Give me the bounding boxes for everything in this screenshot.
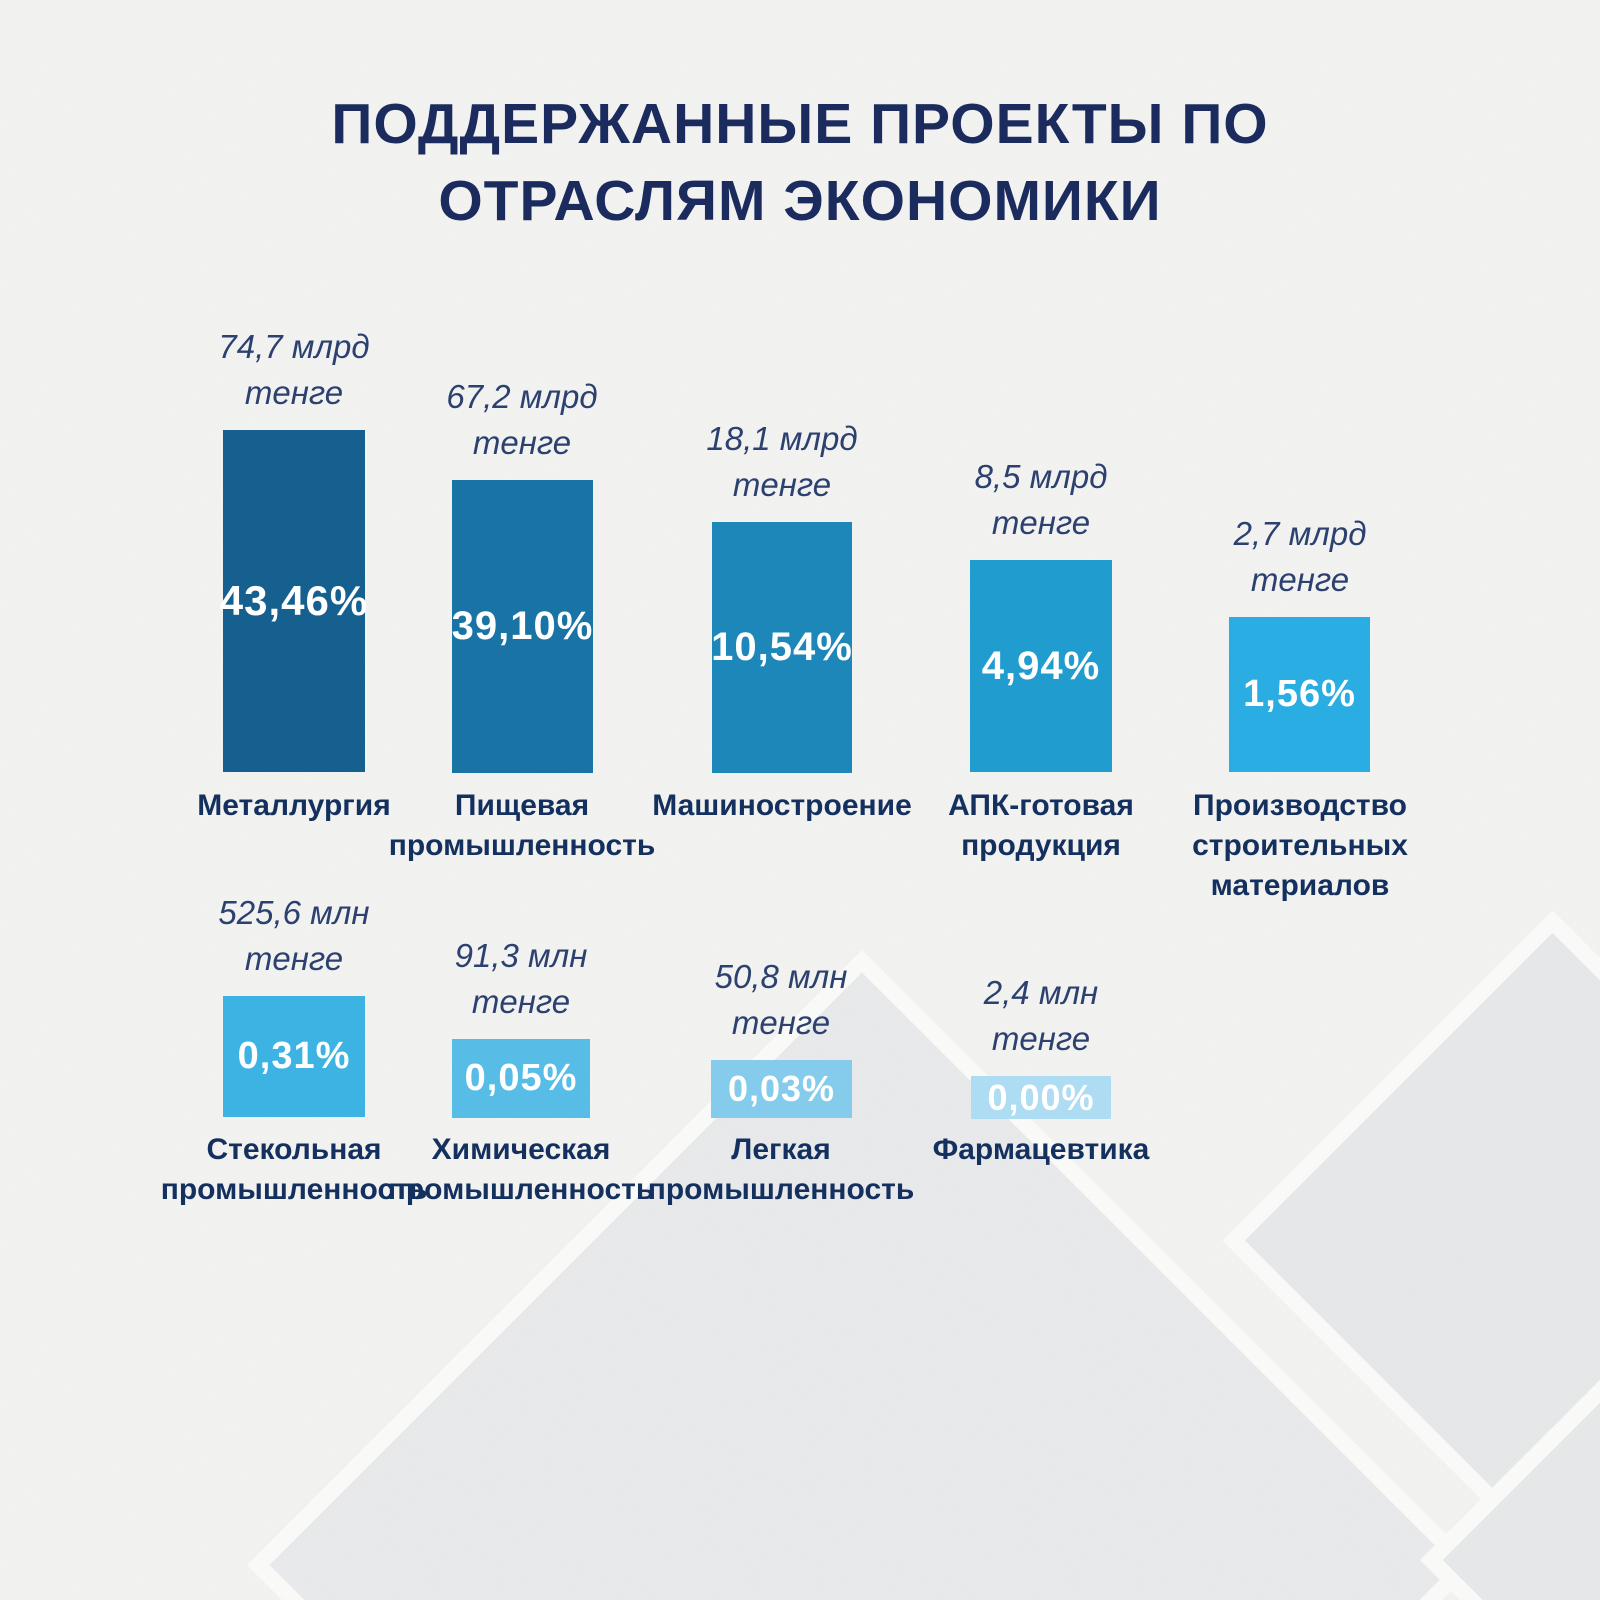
amount-line-2: тенге xyxy=(1250,560,1350,598)
bar-food-industry: 39,10% xyxy=(452,480,593,773)
category-label: Стекольная промышленность xyxy=(160,1133,428,1206)
amount-label: 74,7 млрд тенге xyxy=(144,324,444,416)
bar-construction-materials: 1,56% xyxy=(1229,617,1370,772)
page-title: ПОДДЕРЖАННЫЕ ПРОЕКТЫ ПО ОТРАСЛЯМ ЭКОНОМИ… xyxy=(0,86,1600,240)
amount-line-1: 18,1 млрд xyxy=(706,419,858,457)
amount-line-1: 2,7 млрд xyxy=(1233,514,1367,552)
percent-label: 4,94% xyxy=(981,643,1101,688)
amount-label: 2,4 млн тенге xyxy=(891,970,1191,1062)
percent-label: 0,03% xyxy=(727,1068,836,1109)
bar-machinery: 10,54% xyxy=(711,522,853,773)
bar-glass-industry: 0,31% xyxy=(223,996,365,1117)
amount-line-1: 91,3 млн xyxy=(454,936,588,974)
amount-line-1: 67,2 млрд xyxy=(446,377,598,415)
amount-line-2: тенге xyxy=(244,939,344,977)
bar-agro-finished-products: 4,94% xyxy=(970,560,1112,772)
percent-label: 39,10% xyxy=(451,604,594,648)
category-label: Металлургия xyxy=(197,789,391,822)
amount-line-2: тенге xyxy=(991,1019,1091,1057)
page-title-line-1: ПОДДЕРЖАННЫЕ ПРОЕКТЫ ПО xyxy=(331,92,1269,156)
amount-line-2: тенге xyxy=(732,465,832,503)
amount-line-1: 525,6 млн xyxy=(218,893,370,931)
amount-line-2: тенге xyxy=(471,982,571,1020)
category-label: Машиностроение xyxy=(652,789,912,822)
amount-line-1: 2,4 млн xyxy=(983,973,1099,1011)
bar-chemical-industry: 0,05% xyxy=(452,1039,590,1118)
amount-line-1: 8,5 млрд xyxy=(974,457,1108,495)
page-title-line-2: ОТРАСЛЯМ ЭКОНОМИКИ xyxy=(438,168,1162,233)
amount-label: 525,6 млн тенге xyxy=(144,890,444,982)
amount-label: 8,5 млрд тенге xyxy=(891,454,1191,546)
amount-line-2: тенге xyxy=(731,1003,831,1041)
percent-label: 43,46% xyxy=(219,577,369,624)
category-label: АПК-готовая продукция xyxy=(948,789,1134,862)
amount-line-1: 50,8 млн xyxy=(714,957,848,995)
percent-label: 10,54% xyxy=(711,625,853,669)
amount-line-2: тенге xyxy=(472,423,572,461)
bar-pharmaceutics: 0,00% xyxy=(971,1076,1111,1119)
amount-line-2: тенге xyxy=(991,503,1091,541)
category-label: Фармацевтика xyxy=(932,1133,1150,1166)
category-label: Легкая промышленность xyxy=(647,1133,915,1206)
amount-label: 67,2 млрд тенге xyxy=(372,374,672,466)
category-label: Производство строительных материалов xyxy=(1192,789,1408,902)
category-label: Пищевая промышленность xyxy=(388,789,656,862)
bar-metallurgy: 43,46% xyxy=(219,430,369,772)
percent-label: 0,05% xyxy=(464,1057,578,1099)
amount-line-1: 74,7 млрд xyxy=(218,327,370,365)
category-label: Химическая промышленность xyxy=(387,1133,655,1206)
amount-label: 18,1 млрд тенге xyxy=(632,416,932,508)
amount-label: 91,3 млн тенге xyxy=(371,933,671,1025)
percent-label: 0,00% xyxy=(987,1076,1095,1118)
percent-label: 1,56% xyxy=(1243,673,1356,715)
amount-label: 2,7 млрд тенге xyxy=(1150,511,1450,603)
percent-label: 0,31% xyxy=(237,1035,351,1077)
bar-light-industry: 0,03% xyxy=(711,1060,852,1118)
amount-line-2: тенге xyxy=(244,373,344,411)
amount-label: 50,8 млн тенге xyxy=(631,954,931,1046)
